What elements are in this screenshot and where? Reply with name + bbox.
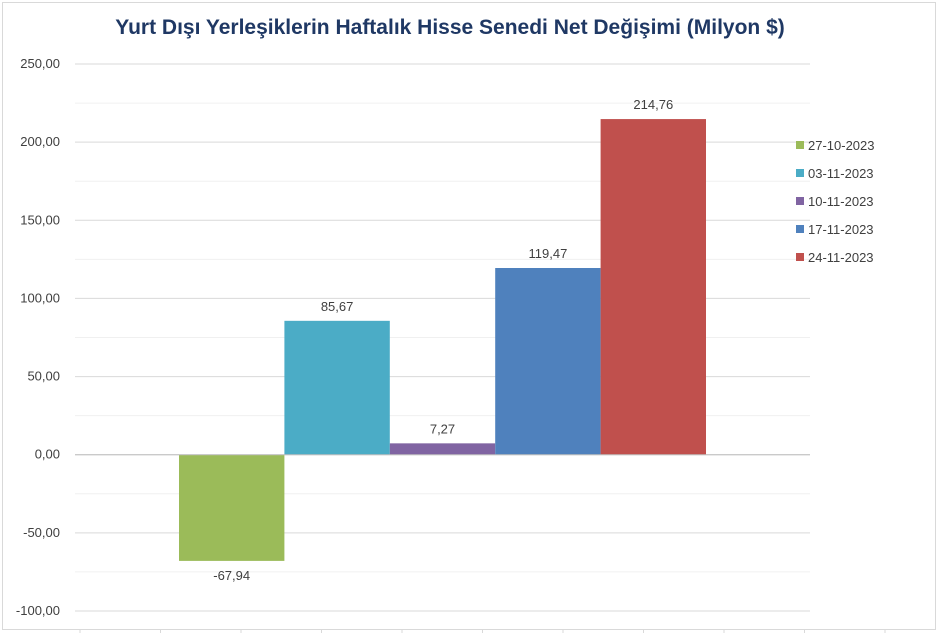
y-tick-label: 250,00 bbox=[20, 56, 60, 71]
legend-label: 27-10-2023 bbox=[808, 137, 875, 153]
y-tick-label: -100,00 bbox=[16, 603, 60, 618]
data-label: -67,94 bbox=[213, 568, 250, 583]
bar-24-11-2023 bbox=[600, 119, 706, 455]
legend-swatch bbox=[796, 225, 804, 233]
y-tick-label: 200,00 bbox=[20, 134, 60, 149]
legend-swatch bbox=[796, 169, 804, 177]
legend-label: 10-11-2023 bbox=[808, 193, 874, 209]
y-tick-label: -50,00 bbox=[23, 525, 60, 540]
legend-label: 24-11-2023 bbox=[808, 249, 874, 265]
legend-label: 17-11-2023 bbox=[808, 221, 874, 237]
y-tick-label: 100,00 bbox=[20, 290, 60, 305]
legend-swatch bbox=[796, 141, 804, 149]
legend-item: 27-10-2023 bbox=[796, 131, 875, 159]
y-tick-label: 0,00 bbox=[35, 447, 60, 462]
legend-item: 24-11-2023 bbox=[796, 243, 875, 271]
legend-swatch bbox=[796, 197, 804, 205]
bar-17-11-2023 bbox=[495, 267, 601, 455]
legend-label: 03-11-2023 bbox=[808, 165, 874, 181]
legend-swatch bbox=[796, 253, 804, 261]
y-tick-label: 50,00 bbox=[27, 369, 60, 384]
data-label: 119,47 bbox=[529, 246, 568, 261]
chart-title: Yurt Dışı Yerleşiklerin Haftalık Hisse S… bbox=[115, 16, 785, 39]
chart-legend: 27-10-2023 03-11-2023 10-11-2023 17-11-2023… bbox=[796, 131, 875, 271]
bar-27-10-2023 bbox=[179, 454, 285, 561]
y-tick-label: 150,00 bbox=[20, 212, 60, 227]
data-label: 85,67 bbox=[321, 299, 354, 314]
data-label: 214,76 bbox=[633, 97, 673, 112]
legend-item: 03-11-2023 bbox=[796, 159, 875, 187]
bar-03-11-2023 bbox=[284, 320, 390, 455]
legend-item: 10-11-2023 bbox=[796, 187, 875, 215]
data-label: 7,27 bbox=[430, 421, 455, 436]
bar-10-11-2023 bbox=[389, 443, 496, 455]
legend-item: 17-11-2023 bbox=[796, 215, 875, 243]
